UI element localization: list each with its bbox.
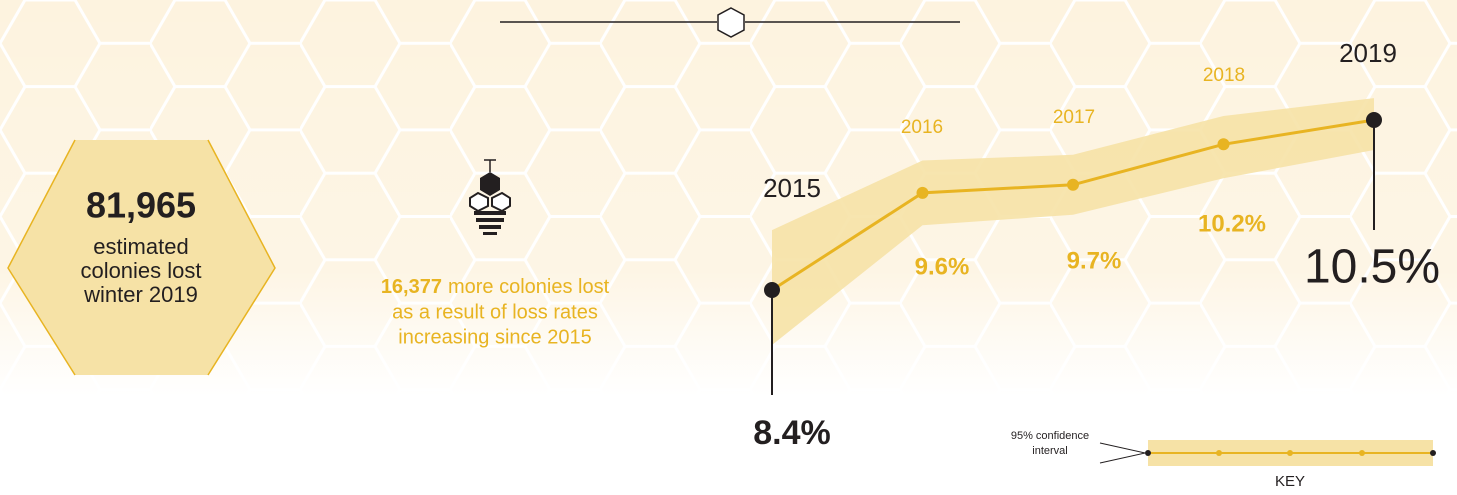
summary-line: winter 2019 <box>83 282 198 307</box>
data-point <box>916 186 929 199</box>
summary-line: estimated <box>93 234 188 259</box>
note-line: as a result of loss rates <box>392 301 598 323</box>
note-text: more colonies lost <box>448 276 610 298</box>
data-point <box>1217 138 1230 151</box>
summary-number: 81,965 <box>86 185 196 226</box>
year-label: 2015 <box>763 173 821 203</box>
value-label: 10.5% <box>1304 241 1440 294</box>
confidence-band <box>772 98 1374 346</box>
value-label: 8.4% <box>753 414 831 452</box>
note-number: 16,377 <box>381 276 442 298</box>
value-label: 9.7% <box>1067 247 1122 274</box>
summary-line: colonies lost <box>80 258 201 283</box>
key-label: 95% confidence <box>1011 430 1089 442</box>
top-ornament <box>500 7 960 38</box>
key-title: KEY <box>1275 473 1305 490</box>
data-point <box>1366 112 1382 128</box>
data-point <box>1067 178 1079 191</box>
year-label: 2016 <box>901 117 943 138</box>
year-label: 2017 <box>1053 107 1095 128</box>
note-line: 16,377 more colonies lost <box>381 276 610 298</box>
bee-icon <box>469 159 511 235</box>
key <box>1099 440 1436 466</box>
summary-hexagon <box>7 139 276 376</box>
year-label: 2018 <box>1203 65 1245 86</box>
year-label: 2019 <box>1339 38 1397 68</box>
key-label: interval <box>1032 445 1067 457</box>
data-point <box>764 282 780 298</box>
value-label: 10.2% <box>1198 210 1266 237</box>
note-line: increasing since 2015 <box>398 326 591 348</box>
value-label: 9.6% <box>915 253 970 280</box>
